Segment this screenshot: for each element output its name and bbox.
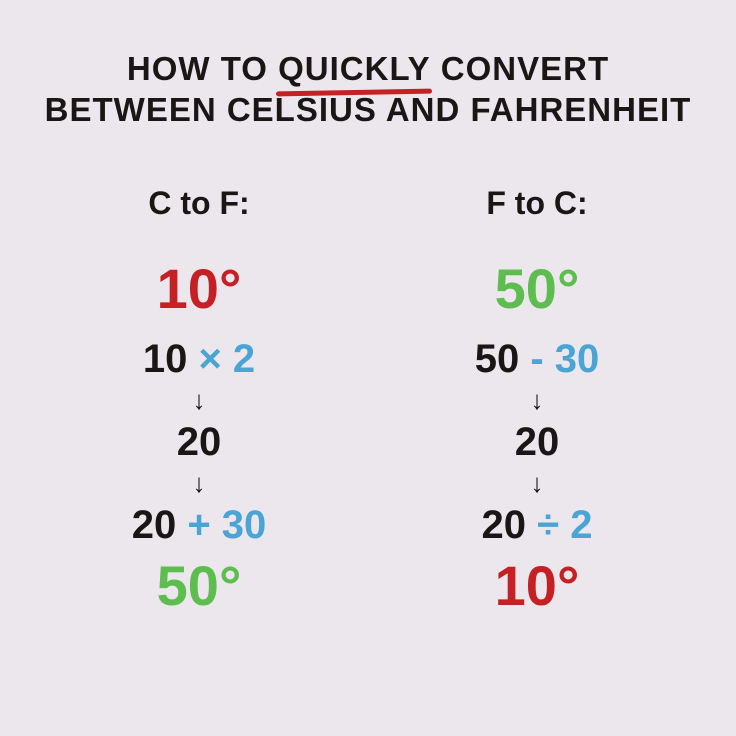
f-to-c-end: 10° (495, 553, 580, 618)
title-line-2: BETWEEN CELSIUS AND FAHRENHEIT (40, 89, 696, 130)
arrow-icon: ↓ (193, 389, 206, 412)
column-c-to-f: C to F: 10° 10 × 2 ↓ 20 ↓ 20 + 30 50° (40, 185, 358, 619)
c-to-f-step3: 20 + 30 (132, 505, 267, 545)
c-to-f-start: 10° (157, 256, 242, 321)
step3-value: 20 (132, 503, 188, 547)
column-f-to-c: F to C: 50° 50 - 30 ↓ 20 ↓ 20 ÷ 2 10° (378, 185, 696, 619)
columns: C to F: 10° 10 × 2 ↓ 20 ↓ 20 + 30 50° F … (40, 185, 696, 619)
f-to-c-step1: 50 - 30 (475, 339, 600, 379)
c-to-f-end: 50° (157, 553, 242, 618)
f-to-c-start: 50° (495, 256, 580, 321)
main-title: HOW TO QUICKLY CONVERT BETWEEN CELSIUS A… (40, 48, 696, 131)
step1-op: × 2 (198, 337, 255, 381)
arrow-icon: ↓ (531, 472, 544, 495)
step3-value: 20 (482, 503, 538, 547)
step1-value: 50 (475, 337, 531, 381)
f-to-c-step3: 20 ÷ 2 (482, 505, 593, 545)
title-pre: HOW TO (127, 50, 278, 87)
title-post: CONVERT (431, 50, 610, 87)
step3-op: + 30 (187, 503, 266, 547)
f-to-c-header: F to C: (486, 185, 587, 222)
step1-value: 10 (143, 337, 199, 381)
arrow-icon: ↓ (531, 389, 544, 412)
f-to-c-step2: 20 (515, 422, 560, 462)
c-to-f-step2: 20 (177, 422, 222, 462)
title-line-1: HOW TO QUICKLY CONVERT (40, 48, 696, 89)
step3-op: ÷ 2 (537, 503, 592, 547)
c-to-f-header: C to F: (148, 185, 249, 222)
c-to-f-step1: 10 × 2 (143, 339, 255, 379)
step1-op: - 30 (530, 337, 599, 381)
title-underlined: QUICKLY (278, 48, 430, 89)
arrow-icon: ↓ (193, 472, 206, 495)
